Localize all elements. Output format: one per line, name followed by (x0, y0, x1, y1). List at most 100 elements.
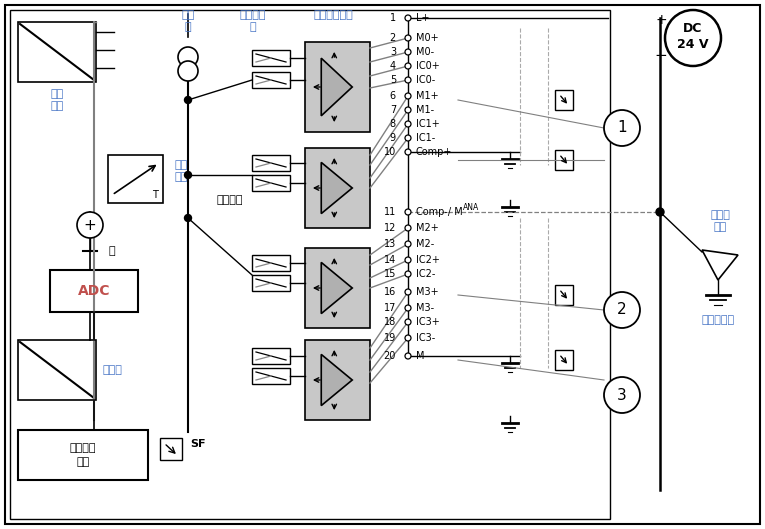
Circle shape (405, 305, 411, 311)
Text: 内部: 内部 (174, 160, 187, 170)
Bar (18, 340, 96, 400)
Text: 7: 7 (389, 105, 396, 115)
Bar (252, 348, 290, 364)
Text: 1: 1 (617, 121, 627, 135)
Circle shape (178, 47, 198, 67)
Circle shape (604, 292, 640, 328)
Text: 13: 13 (384, 239, 396, 249)
Text: +: + (655, 13, 667, 27)
Text: IC3+: IC3+ (416, 317, 440, 327)
Bar (555, 350, 573, 370)
Text: IC1-: IC1- (416, 133, 435, 143)
Text: −: − (655, 49, 667, 63)
Circle shape (405, 209, 411, 215)
Text: T: T (152, 190, 158, 200)
Text: ADC: ADC (78, 284, 110, 298)
Text: 19: 19 (384, 333, 396, 343)
Circle shape (178, 61, 198, 81)
Circle shape (405, 353, 411, 359)
Text: IC1+: IC1+ (416, 119, 440, 129)
Text: Comp-/ M: Comp-/ M (416, 207, 463, 217)
Bar (305, 42, 370, 132)
Circle shape (604, 110, 640, 146)
Text: 2: 2 (617, 303, 627, 317)
Bar (10, 10, 610, 519)
Circle shape (405, 335, 411, 341)
Text: IC0+: IC0+ (416, 61, 440, 71)
Text: 内部: 内部 (50, 89, 63, 99)
Circle shape (405, 149, 411, 155)
Text: IC2+: IC2+ (416, 255, 440, 265)
Bar (160, 438, 182, 460)
Bar (50, 270, 138, 312)
Bar (252, 175, 290, 191)
Bar (108, 155, 163, 203)
Bar (252, 50, 290, 66)
Text: 接口: 接口 (76, 457, 90, 467)
Text: 连接: 连接 (714, 222, 727, 232)
Text: 电流: 电流 (181, 10, 194, 20)
Text: Comp+: Comp+ (416, 147, 452, 157)
Circle shape (405, 289, 411, 295)
Text: 6: 6 (390, 91, 396, 101)
Text: 补偿: 补偿 (174, 172, 187, 182)
Text: 18: 18 (384, 317, 396, 327)
Text: 8: 8 (390, 119, 396, 129)
Text: SF: SF (190, 439, 206, 449)
Text: 3: 3 (617, 388, 627, 403)
Text: M2-: M2- (416, 239, 435, 249)
Circle shape (405, 121, 411, 127)
Text: 3: 3 (390, 47, 396, 57)
Bar (252, 255, 290, 271)
Bar (252, 72, 290, 88)
Bar (252, 275, 290, 291)
Text: 多路转换: 多路转换 (239, 10, 266, 20)
Circle shape (405, 107, 411, 113)
Text: 无: 无 (109, 246, 116, 256)
Bar (555, 150, 573, 170)
Text: L+: L+ (416, 13, 429, 23)
Bar (18, 22, 96, 82)
Circle shape (184, 96, 191, 104)
Polygon shape (321, 354, 352, 406)
Text: M1+: M1+ (416, 91, 438, 101)
Polygon shape (321, 58, 352, 116)
Circle shape (405, 49, 411, 55)
Circle shape (405, 225, 411, 231)
Text: M0+: M0+ (416, 33, 438, 43)
Text: 14: 14 (384, 255, 396, 265)
Circle shape (405, 63, 411, 69)
Text: 测量范围模块: 测量范围模块 (313, 10, 353, 20)
Circle shape (405, 93, 411, 99)
Polygon shape (321, 162, 352, 214)
Circle shape (604, 377, 640, 413)
Bar (555, 285, 573, 305)
Text: 15: 15 (383, 269, 396, 279)
Text: +: + (83, 217, 96, 233)
Circle shape (405, 35, 411, 41)
Bar (305, 248, 370, 328)
Circle shape (405, 77, 411, 83)
Text: 2: 2 (389, 33, 396, 43)
Bar (252, 368, 290, 384)
Text: 1: 1 (390, 13, 396, 23)
Text: 11: 11 (384, 207, 396, 217)
Text: M1-: M1- (416, 105, 434, 115)
Bar (305, 340, 370, 420)
Circle shape (405, 271, 411, 277)
Text: 4: 4 (390, 61, 396, 71)
Text: 16: 16 (384, 287, 396, 297)
Text: 24 V: 24 V (677, 39, 708, 51)
Text: M0-: M0- (416, 47, 434, 57)
Circle shape (184, 171, 191, 178)
Circle shape (77, 212, 103, 238)
Bar (305, 148, 370, 228)
Circle shape (405, 319, 411, 325)
Text: 9: 9 (390, 133, 396, 143)
Text: M3-: M3- (416, 303, 434, 313)
Text: 12: 12 (383, 223, 396, 233)
Circle shape (405, 135, 411, 141)
Text: 电隔离: 电隔离 (102, 365, 122, 375)
Text: 源: 源 (184, 22, 191, 32)
Text: 功能性接地: 功能性接地 (702, 315, 734, 325)
